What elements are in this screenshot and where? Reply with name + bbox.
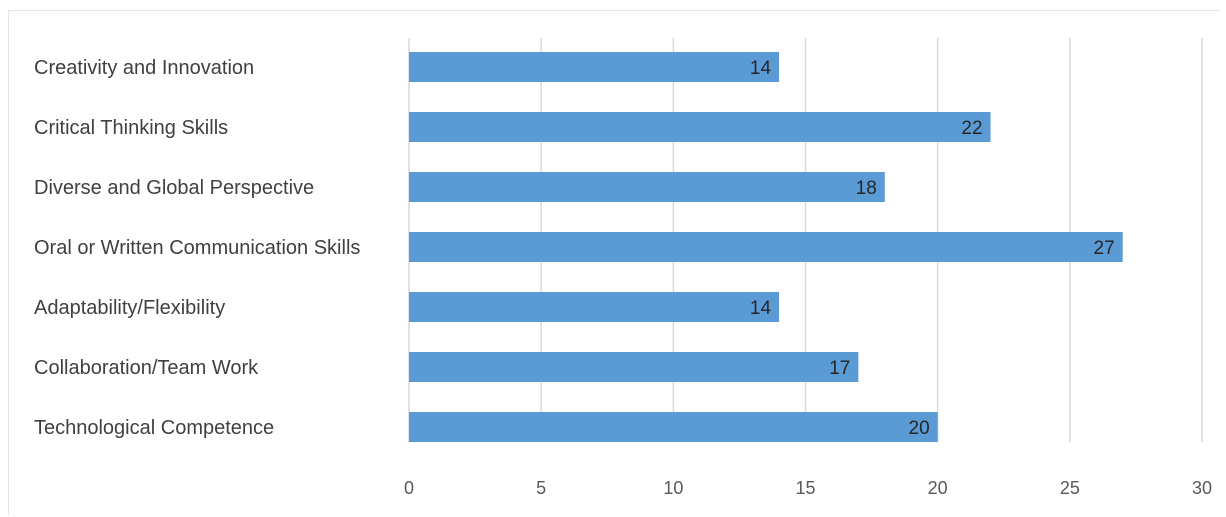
data-label: 22 [961,118,982,139]
data-label: 17 [829,358,850,379]
category-label: Creativity and Innovation [34,57,254,79]
x-tick-label: 15 [795,478,815,498]
bar [409,112,991,142]
category-labels: Creativity and Innovation Critical Thinki… [34,57,360,439]
data-label: 14 [750,298,772,319]
bars [409,52,1123,442]
x-tick-label: 0 [404,478,414,498]
data-label: 27 [1094,238,1115,259]
bar [409,52,779,82]
data-label: 20 [909,418,930,439]
x-tick-label: 25 [1060,478,1080,498]
bar [409,292,779,322]
x-axis-tick-labels: 0 5 10 15 20 25 30 [404,478,1212,498]
category-label: Technological Competence [34,417,274,439]
x-tick-label: 10 [663,478,683,498]
bar [409,352,858,382]
x-tick-label: 20 [928,478,948,498]
bar [409,232,1123,262]
bar [409,172,885,202]
category-label: Oral or Written Communication Skills [34,237,360,259]
category-label: Diverse and Global Perspective [34,177,314,199]
x-tick-label: 30 [1192,478,1212,498]
data-label: 18 [856,178,877,199]
x-tick-label: 5 [536,478,546,498]
category-label: Collaboration/Team Work [34,357,259,379]
data-label: 14 [750,58,772,79]
bar [409,412,938,442]
category-label: Adaptability/Flexibility [34,297,225,319]
category-label: Critical Thinking Skills [34,117,228,139]
